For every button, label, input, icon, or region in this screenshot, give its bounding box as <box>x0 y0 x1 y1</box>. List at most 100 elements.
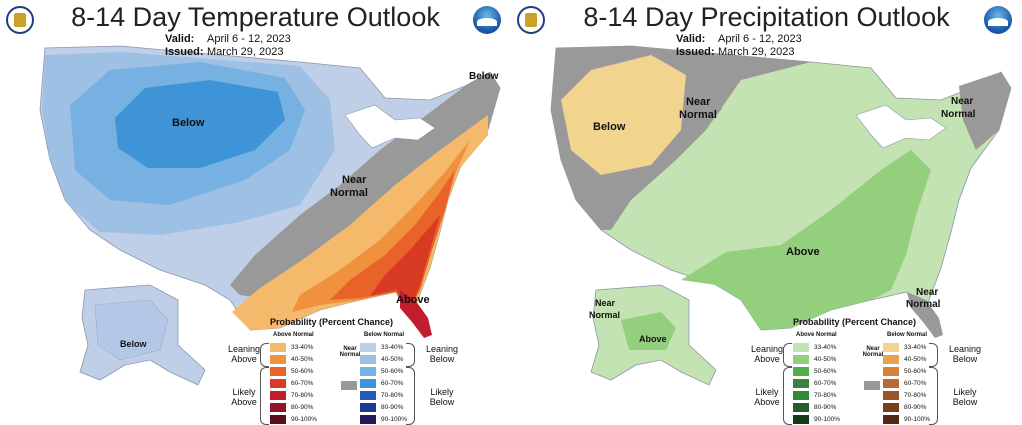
legend-above-row: 40-50% <box>793 354 840 364</box>
legend-above-range-label: 50-60% <box>814 367 837 375</box>
legend-above-row: 90-100% <box>793 414 840 424</box>
legend-above-range-label: 70-80% <box>291 391 314 399</box>
legend-above-swatch <box>793 414 809 424</box>
precipitation-outlook-panel: Below Near Normal Near Normal Above Near… <box>511 0 1022 425</box>
legend-near-swatch <box>864 381 880 390</box>
label-near-normal-ak1: Near <box>595 298 616 308</box>
issued-value: March 29, 2023 <box>718 46 795 58</box>
legend-below-row: 33-40% <box>883 342 930 352</box>
label-near-normal-se2: Normal <box>906 299 941 310</box>
legend-below-swatch <box>883 354 899 364</box>
legend-above-row: 33-40% <box>793 342 840 352</box>
legend-below-range-label: 40-50% <box>904 355 927 363</box>
legend-above-column: 33-40% 40-50% 50-60% 60-70% 70-80% 80-90% 90-1… <box>270 342 317 425</box>
legend-above-swatch <box>270 378 286 388</box>
legend-leaning-below: Leaning Below <box>425 344 459 364</box>
legend-above-head: Above Normal <box>273 332 314 338</box>
valid-issued-block: Valid: April 6 - 12, 2023 Issued: March 29… <box>165 33 291 59</box>
legend-below-column: 33-40% 40-50% 50-60% 60-70% 70-80% 80-90% 90-1… <box>360 342 407 425</box>
legend-below-row: 50-60% <box>883 366 930 376</box>
legend-above-row: 70-80% <box>270 390 317 400</box>
issued-value: March 29, 2023 <box>207 46 284 58</box>
legend-title: Probability (Percent Chance) <box>793 317 917 327</box>
legend-title: Probability (Percent Chance) <box>270 317 394 327</box>
legend-below-swatch <box>360 342 376 352</box>
legend-above-column: 33-40% 40-50% 50-60% 60-70% 70-80% 80-90% 90-1… <box>793 342 840 425</box>
brace-leaning-above <box>783 343 792 367</box>
legend-below-range-label: 50-60% <box>904 367 927 375</box>
legend-below-head: Below Normal <box>364 332 405 338</box>
brace-likely-above <box>783 367 792 425</box>
legend-above-swatch <box>270 366 286 376</box>
above-60 <box>370 215 440 310</box>
legend-near-swatch <box>341 381 357 390</box>
legend-above-row: 80-90% <box>270 402 317 412</box>
legend-above-range-label: 50-60% <box>291 367 314 375</box>
label-near-normal-ak2: Normal <box>589 310 620 320</box>
legend-above-range-label: 90-100% <box>814 415 841 423</box>
label-near-normal-w1: Near <box>686 96 711 108</box>
valid-value: April 6 - 12, 2023 <box>718 33 802 45</box>
brace-leaning-above <box>260 343 269 367</box>
legend-above-swatch <box>793 390 809 400</box>
issued-label: Issued: <box>165 46 204 58</box>
legend-below-swatch <box>360 402 376 412</box>
label-near-normal-w2: Normal <box>679 109 717 121</box>
legend-below-swatch <box>360 366 376 376</box>
label-near-normal-ne1: Near <box>951 96 973 107</box>
temperature-outlook-panel: Below Below Near Normal Above Below 8-14… <box>6 2 501 425</box>
near-normal-se <box>907 292 943 338</box>
legend-below-swatch <box>883 342 899 352</box>
legend-leaning-above: Leaning Above <box>228 344 261 364</box>
label-below-alaska: Below <box>120 339 148 349</box>
legend-below-swatch <box>360 354 376 364</box>
label-near-normal-ne2: Normal <box>941 109 976 120</box>
legend-below-range-label: 33-40% <box>381 343 404 351</box>
legend-near-head: Near Normal <box>862 346 884 358</box>
legend-above-row: 60-70% <box>793 378 840 388</box>
legend-below-range-label: 80-90% <box>904 403 927 411</box>
label-below-west: Below <box>172 117 205 129</box>
near-normal-ne <box>959 72 1011 150</box>
issued-label: Issued: <box>676 46 715 58</box>
legend-below-row: 60-70% <box>360 378 407 388</box>
doc-logo-icon <box>6 6 34 34</box>
legend-above-range-label: 80-90% <box>291 403 314 411</box>
legend-precipitation: Probability (Percent Chance) Above Norma… <box>751 317 1001 425</box>
legend-above-range-label: 33-40% <box>291 343 314 351</box>
legend-below-range-label: 70-80% <box>904 391 927 399</box>
label-below-ne: Below <box>469 71 499 82</box>
legend-above-range-label: 60-70% <box>291 379 314 387</box>
legend-below-row: 60-70% <box>883 378 930 388</box>
legend-above-range-label: 80-90% <box>814 403 837 411</box>
legend-below-range-label: 90-100% <box>381 415 408 423</box>
label-near-normal-1: Near <box>342 174 367 186</box>
legend-above-range-label: 33-40% <box>814 343 837 351</box>
legend-above-row: 60-70% <box>270 378 317 388</box>
legend-likely-above: Likely Above <box>754 387 780 407</box>
legend-temperature: Probability (Percent Chance) Above Norma… <box>228 317 478 425</box>
legend-below-range-label: 90-100% <box>904 415 931 423</box>
above-50 <box>330 170 455 312</box>
legend-below-range-label: 50-60% <box>381 367 404 375</box>
noaa-logo-icon <box>984 6 1012 34</box>
legend-below-swatch <box>883 366 899 376</box>
legend-below-range-label: 60-70% <box>904 379 927 387</box>
label-above: Above <box>396 294 430 306</box>
legend-likely-below: Likely Below <box>952 387 978 407</box>
legend-below-row: 90-100% <box>360 414 407 424</box>
legend-above-row: 33-40% <box>270 342 317 352</box>
legend-below-row: 40-50% <box>883 354 930 364</box>
noaa-logo-icon <box>473 6 501 34</box>
legend-below-head: Below Normal <box>887 332 928 338</box>
legend-above-row: 70-80% <box>793 390 840 400</box>
legend-below-column: 33-40% 40-50% 50-60% 60-70% 70-80% 80-90% 90-1… <box>883 342 930 425</box>
brace-likely-below <box>406 367 415 425</box>
legend-below-row: 70-80% <box>883 390 930 400</box>
above-70 <box>400 290 432 338</box>
valid-label: Valid: <box>165 33 195 45</box>
above-40 <box>681 150 931 330</box>
legend-below-swatch <box>360 390 376 400</box>
legend-above-swatch <box>270 390 286 400</box>
label-near-normal-2: Normal <box>330 187 368 199</box>
